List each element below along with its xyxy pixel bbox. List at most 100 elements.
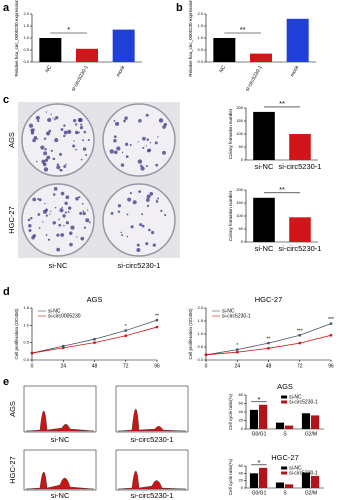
colony — [129, 144, 132, 146]
colony — [44, 202, 46, 205]
line — [31, 319, 158, 354]
colony — [113, 150, 118, 155]
y-tick-label: 200 — [236, 105, 243, 110]
colony — [47, 238, 51, 241]
point — [62, 346, 65, 350]
y-tick-label: 0.0 — [197, 59, 203, 64]
colony — [146, 194, 151, 199]
colony — [127, 197, 132, 202]
colony — [138, 118, 142, 123]
annotation: * — [125, 324, 127, 330]
colony — [63, 165, 67, 168]
colony — [82, 210, 85, 213]
x-tick-label: si-circ5230-1 — [70, 64, 90, 92]
point — [298, 341, 301, 345]
chart-title: AGS — [277, 382, 293, 391]
colony — [67, 129, 72, 134]
colony — [125, 142, 129, 146]
x-tick-label: si-circ5230-1 — [279, 162, 322, 171]
colony — [35, 160, 38, 163]
colony — [129, 192, 132, 195]
colony — [81, 202, 84, 205]
panel-label: d — [3, 286, 10, 298]
legend-label: si-circ5230-1 — [289, 470, 318, 476]
colony — [49, 213, 51, 215]
colony-photos — [18, 102, 180, 258]
point — [155, 318, 159, 322]
y-tick-label: 1.5 — [197, 23, 203, 28]
colony — [45, 214, 48, 217]
colony — [43, 167, 49, 172]
y-axis-label: Colony formation number — [228, 190, 233, 241]
legend-label: si-circ5230-1 — [289, 399, 318, 405]
colony — [82, 212, 86, 216]
colony — [121, 234, 124, 237]
colony — [32, 197, 37, 202]
column-label: si-circ5230-1 — [131, 491, 174, 500]
colony — [67, 206, 72, 210]
legend-label: si-NC — [289, 394, 302, 400]
y-axis-label: Cell proliferation (OD450) — [14, 308, 19, 360]
colony — [88, 221, 91, 224]
y-tick-label: 2.0 — [23, 11, 29, 16]
colony — [157, 136, 159, 138]
colony — [27, 218, 31, 222]
y-tick-label: 2.0 — [197, 305, 203, 310]
colony — [137, 141, 139, 143]
column-label: si-circ5230-1 — [118, 261, 161, 270]
colony — [40, 145, 45, 150]
y-tick-label: 0 — [241, 239, 244, 244]
bar — [253, 111, 275, 160]
column-label: si-NC — [49, 261, 68, 270]
colony — [164, 214, 167, 217]
bar — [275, 482, 285, 488]
colony — [62, 214, 66, 218]
colony — [121, 151, 124, 154]
y-tick-label: 50 — [239, 144, 244, 149]
colony — [69, 242, 73, 247]
colony — [52, 193, 56, 196]
colony — [78, 131, 80, 134]
panel-label: a — [3, 2, 10, 14]
colony — [58, 218, 60, 221]
bar — [249, 409, 259, 429]
y-tick-label: 100 — [236, 131, 243, 136]
colony — [37, 119, 40, 123]
colony — [157, 197, 160, 200]
colony — [149, 141, 152, 144]
x-tick-label: G0/G1 — [252, 431, 267, 437]
colony — [55, 115, 59, 120]
x-tick-label: si-NC — [255, 162, 274, 171]
bar — [112, 29, 135, 63]
row-label: HGC-27 — [7, 206, 16, 234]
point — [93, 338, 96, 341]
legend-swatch — [281, 395, 288, 399]
x-tick-label: si-circ5230-1 — [279, 244, 322, 253]
colony — [109, 149, 114, 154]
colony — [162, 150, 166, 155]
y-tick-label: 0.0 — [197, 357, 203, 362]
x-tick-label: NC — [218, 64, 227, 74]
annotation: ** — [240, 25, 246, 34]
y-axis-label: Relative hsa_circ_0005230 expression — [188, 0, 193, 77]
colony — [141, 213, 144, 216]
point — [155, 325, 159, 329]
colony — [58, 152, 62, 156]
point — [236, 348, 239, 351]
colony — [63, 224, 65, 227]
panel-label: e — [3, 376, 9, 388]
colony — [50, 210, 52, 212]
point — [267, 347, 270, 350]
legend-label: si-NC — [48, 308, 61, 314]
colony — [146, 138, 150, 141]
colony — [126, 213, 129, 216]
point — [124, 334, 127, 337]
colony — [73, 140, 75, 142]
x-tick-label: S — [283, 490, 287, 496]
colony — [137, 159, 143, 164]
colony — [145, 145, 147, 147]
annotation: ** — [155, 313, 159, 319]
x-tick-label: mock — [289, 64, 300, 78]
y-axis-label: Cell cycle ratio(%) — [228, 458, 233, 495]
bar — [311, 415, 320, 429]
